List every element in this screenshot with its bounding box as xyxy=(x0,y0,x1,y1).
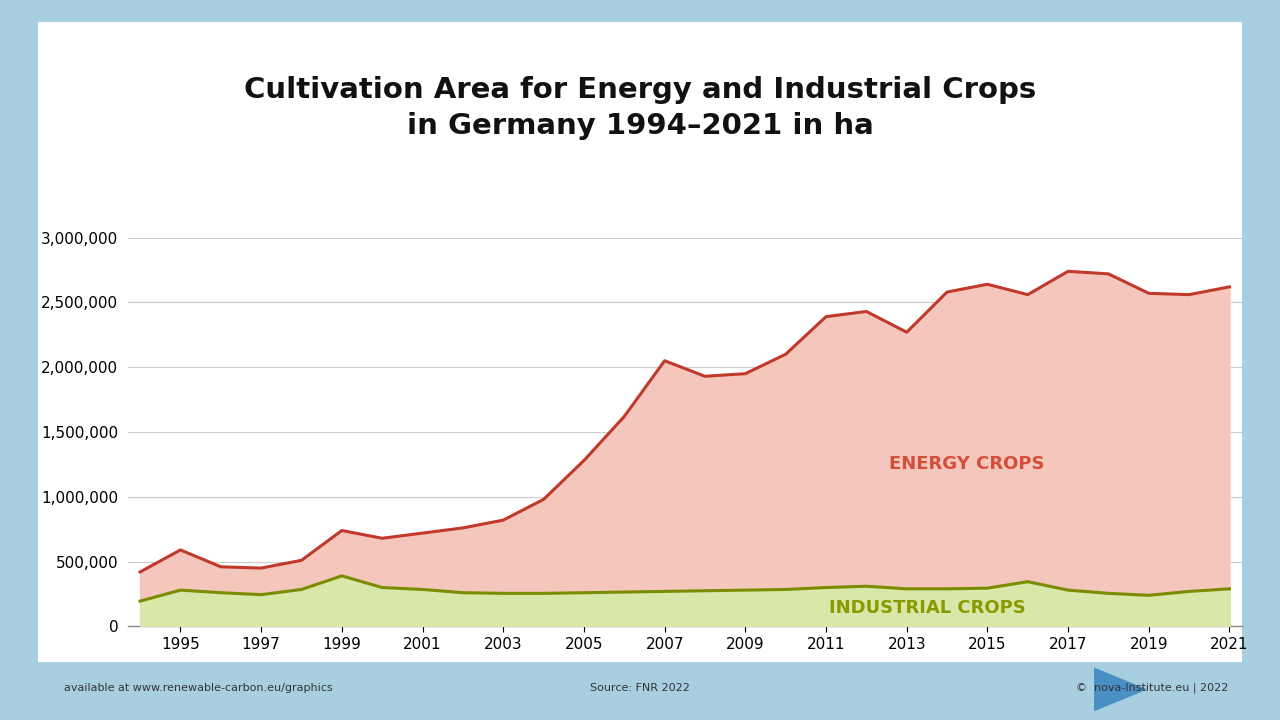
Text: INDUSTRIAL CROPS: INDUSTRIAL CROPS xyxy=(828,598,1025,616)
Polygon shape xyxy=(1094,668,1146,711)
Text: in Germany 1994–2021 in ha: in Germany 1994–2021 in ha xyxy=(407,112,873,140)
Text: Source: FNR 2022: Source: FNR 2022 xyxy=(590,683,690,693)
Text: Cultivation Area for Energy and Industrial Crops: Cultivation Area for Energy and Industri… xyxy=(244,76,1036,104)
Text: ENERGY CROPS: ENERGY CROPS xyxy=(890,455,1044,474)
Text: available at www.renewable-carbon.eu/graphics: available at www.renewable-carbon.eu/gra… xyxy=(64,683,333,693)
Text: ©  nova-Institute.eu | 2022: © nova-Institute.eu | 2022 xyxy=(1076,683,1229,693)
